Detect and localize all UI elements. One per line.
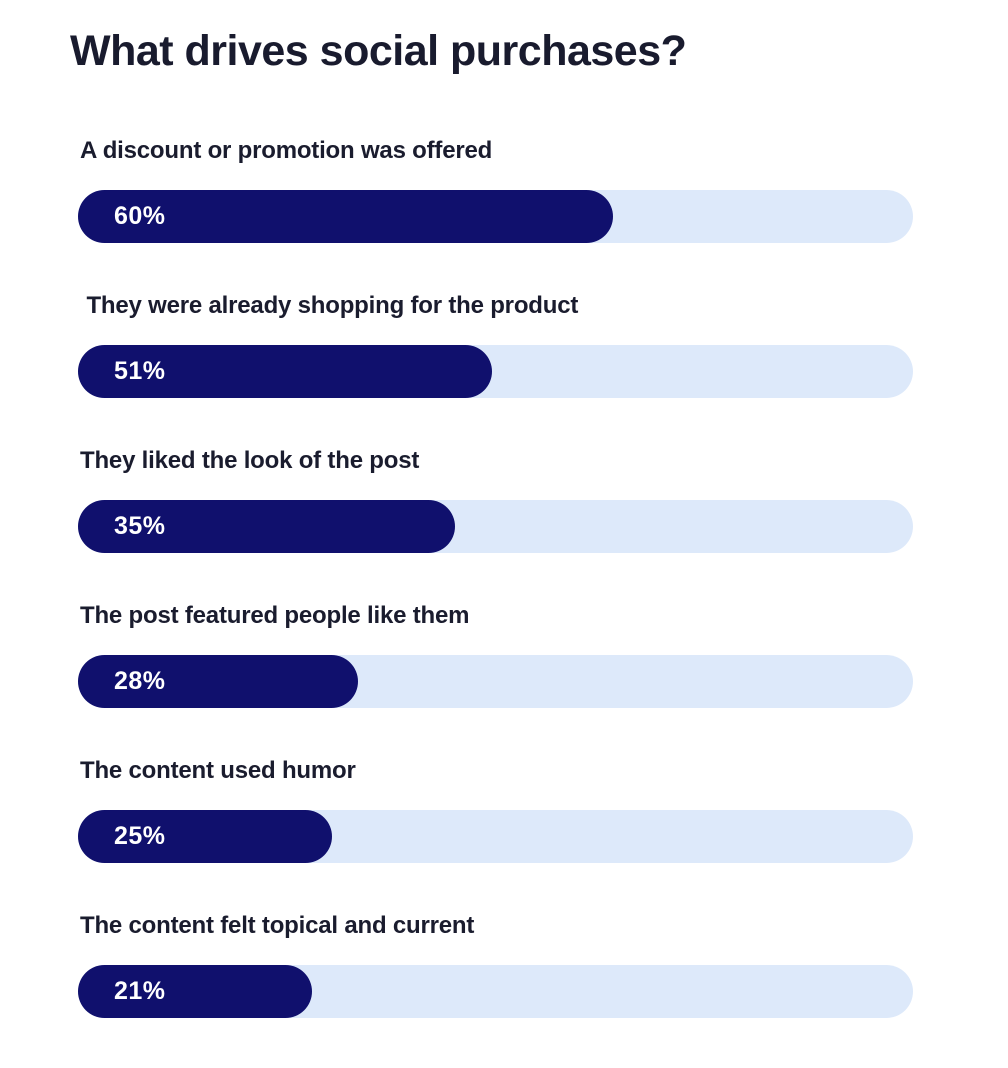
- bar-track: 35%: [78, 499, 913, 553]
- bar-fill: 21%: [78, 964, 312, 1018]
- bar-row: The content felt topical and current 21%: [78, 911, 913, 1018]
- bar-track: 21%: [78, 964, 913, 1018]
- value-label: 21%: [114, 976, 166, 1005]
- bar-row: The post featured people like them 28%: [78, 601, 913, 708]
- bar-track: 28%: [78, 654, 913, 708]
- value-label: 51%: [114, 356, 166, 385]
- bar-fill: 35%: [78, 499, 455, 553]
- social-purchases-bar-chart: What drives social purchases? A discount…: [70, 27, 913, 1018]
- bar-track: 25%: [78, 809, 913, 863]
- value-label: 25%: [114, 821, 166, 850]
- category-label: The content felt topical and current: [80, 911, 475, 939]
- bar-row: They were already shopping for the produ…: [78, 291, 913, 398]
- category-label: They were already shopping for the produ…: [80, 291, 579, 319]
- bar-fill: 51%: [78, 344, 493, 398]
- bar-fill: 25%: [78, 809, 332, 863]
- chart-title: What drives social purchases?: [70, 27, 687, 75]
- bar-row: The content used humor 25%: [78, 756, 913, 863]
- bar-rows: A discount or promotion was offered 60% …: [78, 136, 913, 1018]
- category-label: The post featured people like them: [80, 601, 470, 629]
- category-label: They liked the look of the post: [80, 446, 420, 474]
- bar-fill: 28%: [78, 654, 358, 708]
- bar-row: A discount or promotion was offered 60%: [78, 136, 913, 243]
- value-label: 60%: [114, 201, 166, 230]
- bar-fill: 60%: [78, 189, 614, 243]
- bar-row: They liked the look of the post 35%: [78, 446, 913, 553]
- category-label: A discount or promotion was offered: [80, 136, 493, 164]
- bar-track: 60%: [78, 189, 913, 243]
- category-label: The content used humor: [80, 756, 356, 784]
- value-label: 28%: [114, 666, 166, 695]
- value-label: 35%: [114, 511, 166, 540]
- bar-track: 51%: [78, 344, 913, 398]
